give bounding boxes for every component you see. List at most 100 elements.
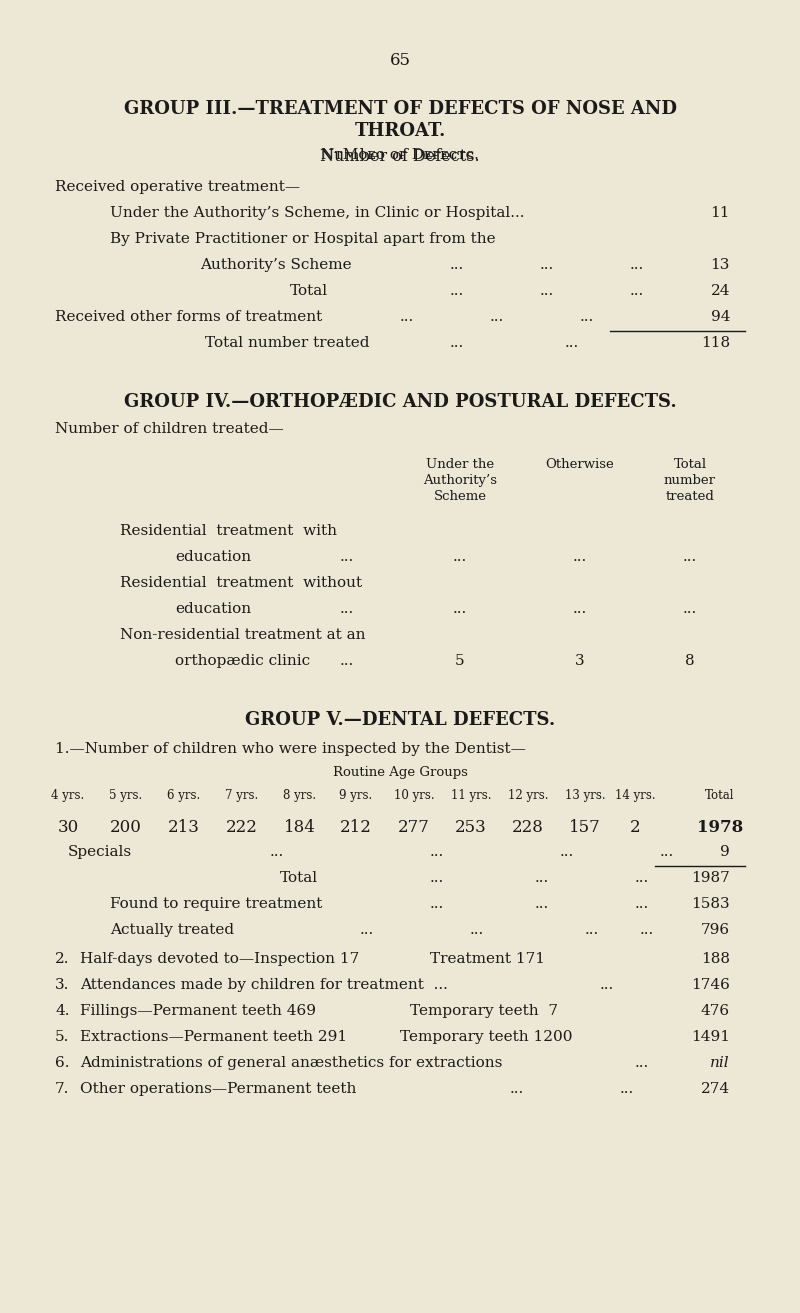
Text: ...: ... [683,601,697,616]
Text: Authority’s Scheme: Authority’s Scheme [200,257,352,272]
Text: 7 yrs.: 7 yrs. [226,789,258,802]
Text: 213: 213 [168,819,200,836]
Text: ...: ... [630,257,644,272]
Text: ...: ... [635,871,650,885]
Text: number: number [664,474,716,487]
Text: Total: Total [706,789,734,802]
Text: ...: ... [453,550,467,565]
Text: Fillings—Permanent teeth 469: Fillings—Permanent teeth 469 [80,1003,316,1018]
Text: 1491: 1491 [691,1029,730,1044]
Text: 200: 200 [110,819,142,836]
Text: Total: Total [280,871,318,885]
Text: 6.: 6. [55,1056,70,1070]
Text: treated: treated [666,490,714,503]
Text: Total: Total [290,284,328,298]
Text: ...: ... [535,897,550,911]
Text: 184: 184 [284,819,316,836]
Text: 12 yrs.: 12 yrs. [508,789,548,802]
Text: 3: 3 [575,654,585,668]
Text: 4.: 4. [55,1003,70,1018]
Text: ...: ... [340,601,354,616]
Text: ...: ... [640,923,654,937]
Text: ...: ... [450,336,464,351]
Text: ...: ... [660,846,674,859]
Text: Under the: Under the [426,458,494,471]
Text: 11: 11 [710,206,730,221]
Text: ...: ... [635,897,650,911]
Text: Number of children treated—: Number of children treated— [55,421,284,436]
Text: ...: ... [510,1082,524,1096]
Text: 13: 13 [710,257,730,272]
Text: 9 yrs.: 9 yrs. [339,789,373,802]
Text: ...: ... [430,897,444,911]
Text: 222: 222 [226,819,258,836]
Text: ...: ... [560,846,574,859]
Text: Received operative treatment—: Received operative treatment— [55,180,300,194]
Text: Other operations—Permanent teeth: Other operations—Permanent teeth [80,1082,356,1096]
Text: 274: 274 [701,1082,730,1096]
Text: ...: ... [490,310,504,324]
Text: 10 yrs.: 10 yrs. [394,789,434,802]
Text: ...: ... [683,550,697,565]
Text: ...: ... [630,284,644,298]
Text: 30: 30 [58,819,78,836]
Text: 11 yrs.: 11 yrs. [450,789,491,802]
Text: ...: ... [450,284,464,298]
Text: THROAT.: THROAT. [354,122,446,140]
Text: ...: ... [470,923,484,937]
Text: 9: 9 [720,846,730,859]
Text: 14 yrs.: 14 yrs. [614,789,655,802]
Text: 6 yrs.: 6 yrs. [167,789,201,802]
Text: Specials: Specials [68,846,132,859]
Text: orthopædic clinic: orthopædic clinic [175,654,310,668]
Text: ...: ... [540,284,554,298]
Text: ...: ... [535,871,550,885]
Text: 796: 796 [701,923,730,937]
Text: 118: 118 [701,336,730,351]
Text: ...: ... [573,550,587,565]
Text: 8: 8 [685,654,695,668]
Text: 5: 5 [455,654,465,668]
Text: 4 yrs.: 4 yrs. [51,789,85,802]
Text: 1583: 1583 [691,897,730,911]
Text: 65: 65 [390,53,410,70]
Text: 24: 24 [710,284,730,298]
Text: Residential  treatment  without: Residential treatment without [120,576,362,590]
Text: nil: nil [710,1056,730,1070]
Text: NᴛMᴏᴇᴏ ᴏғ Dᴇғᴇᴄᴛᴄ.: NᴛMᴏᴇᴏ ᴏғ Dᴇғᴇᴄᴛᴄ. [321,148,479,161]
Text: Half-days devoted to—Inspection 17: Half-days devoted to—Inspection 17 [80,952,359,965]
Text: ...: ... [400,310,414,324]
Text: ...: ... [450,257,464,272]
Text: 476: 476 [701,1003,730,1018]
Text: education: education [175,550,251,565]
Text: 13 yrs.: 13 yrs. [565,789,606,802]
Text: GROUP III.—TREATMENT OF DEFECTS OF NOSE AND: GROUP III.—TREATMENT OF DEFECTS OF NOSE … [123,100,677,118]
Text: 157: 157 [569,819,601,836]
Text: Residential  treatment  with: Residential treatment with [120,524,337,538]
Text: ...: ... [635,1056,650,1070]
Text: Under the Authority’s Scheme, in Clinic or Hospital...: Under the Authority’s Scheme, in Clinic … [110,206,525,221]
Text: ...: ... [573,601,587,616]
Text: 1746: 1746 [691,978,730,991]
Text: ...: ... [580,310,594,324]
Text: ...: ... [453,601,467,616]
Text: Non-residential treatment at an: Non-residential treatment at an [120,628,366,642]
Text: Treatment 171: Treatment 171 [430,952,545,965]
Text: Actually treated: Actually treated [110,923,234,937]
Text: Extractions—Permanent teeth 291: Extractions—Permanent teeth 291 [80,1029,347,1044]
Text: 1987: 1987 [691,871,730,885]
Text: 5.: 5. [55,1029,70,1044]
Text: Scheme: Scheme [434,490,486,503]
Text: education: education [175,601,251,616]
Text: Routine Age Groups: Routine Age Groups [333,765,467,779]
Text: Administrations of general anæsthetics for extractions: Administrations of general anæsthetics f… [80,1056,502,1070]
Text: Otherwise: Otherwise [546,458,614,471]
Text: Authority’s: Authority’s [423,474,497,487]
Text: 1978: 1978 [697,819,743,836]
Text: 228: 228 [512,819,544,836]
Text: ...: ... [430,871,444,885]
Text: Received other forms of treatment: Received other forms of treatment [55,310,322,324]
Text: 253: 253 [455,819,487,836]
Text: ...: ... [270,846,284,859]
Text: 3.: 3. [55,978,70,991]
